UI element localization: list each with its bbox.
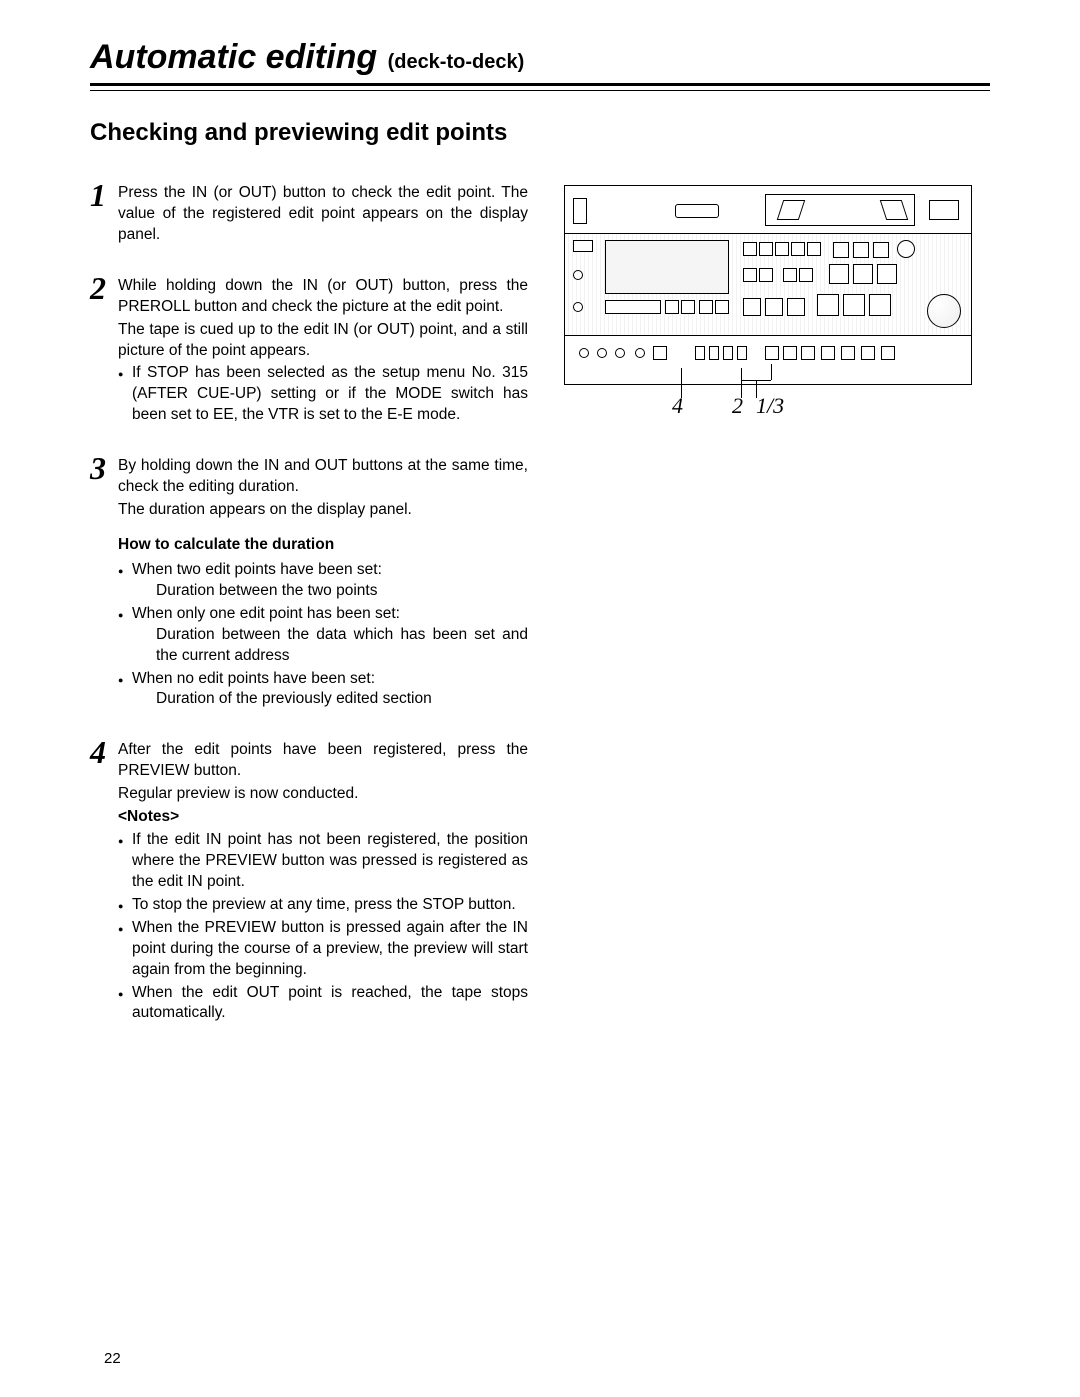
- step-text: Press the IN (or OUT) button to check th…: [118, 183, 528, 246]
- right-column: 4 2 1/3: [564, 183, 984, 1054]
- step-number: 1: [90, 179, 118, 244]
- step-1: 1 Press the IN (or OUT) button to check …: [90, 183, 528, 248]
- bullet-list: When two edit points have been set: Dura…: [118, 560, 528, 710]
- title-subtitle: (deck-to-deck): [388, 51, 525, 73]
- page-number: 22: [104, 1350, 121, 1367]
- step-text: The tape is cued up to the edit IN (or O…: [118, 320, 528, 362]
- step-4: 4 After the edit points have been regist…: [90, 740, 528, 1026]
- callout-1-3: 1/3: [756, 393, 784, 419]
- page-title-area: Automatic editing (deck-to-deck): [90, 38, 990, 77]
- step-2: 2 While holding down the IN (or OUT) but…: [90, 276, 528, 428]
- bullet-item: If STOP has been selected as the setup m…: [118, 363, 528, 426]
- callout-2: 2: [732, 393, 743, 419]
- bullet-item: When two edit points have been set: Dura…: [118, 560, 528, 602]
- bullet-item: If the edit IN point has not been regist…: [118, 830, 528, 893]
- step-3: 3 By holding down the IN and OUT buttons…: [90, 456, 528, 712]
- step-text: While holding down the IN (or OUT) butto…: [118, 276, 528, 318]
- step-body: After the edit points have been register…: [118, 740, 528, 1026]
- bullet-list: If the edit IN point has not been regist…: [118, 830, 528, 1024]
- bullet-item: To stop the preview at any time, press t…: [118, 895, 528, 916]
- device-bottom-section: [565, 334, 971, 384]
- bullet-item: When only one edit point has been set: D…: [118, 604, 528, 667]
- bullet-item: When no edit points have been set: Durat…: [118, 669, 528, 711]
- step-body: While holding down the IN (or OUT) butto…: [118, 276, 528, 428]
- jog-dial-icon: [927, 294, 961, 328]
- sub-heading: How to calculate the duration: [118, 535, 528, 556]
- step-body: Press the IN (or OUT) button to check th…: [118, 183, 528, 248]
- step-number: 4: [90, 736, 118, 1022]
- device-top-section: [565, 186, 971, 234]
- section-heading: Checking and previewing edit points: [90, 119, 990, 147]
- device-illustration: [564, 185, 972, 385]
- step-text: By holding down the IN and OUT buttons a…: [118, 456, 528, 498]
- step-number: 2: [90, 272, 118, 424]
- title-rule: [90, 83, 990, 91]
- step-text: After the edit points have been register…: [118, 740, 528, 782]
- left-column: 1 Press the IN (or OUT) button to check …: [90, 183, 528, 1054]
- bullet-item: When the edit OUT point is reached, the …: [118, 983, 528, 1025]
- callout-4: 4: [672, 393, 683, 419]
- step-number: 3: [90, 452, 118, 708]
- step-text: The duration appears on the display pane…: [118, 500, 528, 521]
- device-mid-section: [565, 234, 971, 336]
- content-columns: 1 Press the IN (or OUT) button to check …: [90, 183, 990, 1054]
- step-text: Regular preview is now conducted.: [118, 784, 528, 805]
- step-body: By holding down the IN and OUT buttons a…: [118, 456, 528, 712]
- main-title: Automatic editing: [90, 38, 377, 76]
- bullet-list: If STOP has been selected as the setup m…: [118, 363, 528, 426]
- notes-label: <Notes>: [118, 807, 528, 828]
- bullet-item: When the PREVIEW button is pressed again…: [118, 918, 528, 981]
